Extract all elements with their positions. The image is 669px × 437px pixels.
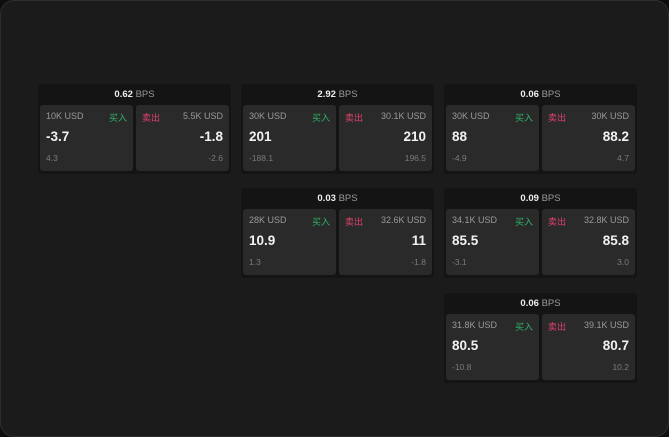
buy-label: 买入 xyxy=(514,322,533,332)
bid-price: 80.5 xyxy=(452,338,479,353)
ask-change: -1.8 xyxy=(411,257,426,267)
sell-label: 卖出 xyxy=(548,322,567,332)
bid-size: 10K USD xyxy=(46,111,84,121)
bid-change: 1.3 xyxy=(249,257,261,267)
bid-price: 85.5 xyxy=(452,233,479,248)
buy-button[interactable]: 10K USD 买入 -3.7 4.3 xyxy=(40,105,133,171)
quote-card: 0.62 BPS 10K USD 买入 -3.7 4.3 卖出 5.5K USD… xyxy=(38,84,231,174)
spread-header: 2.92 BPS xyxy=(241,84,434,105)
bid-size: 30K USD xyxy=(452,111,490,121)
spread-value: 2.92 xyxy=(317,89,336,100)
bid-size: 31.8K USD xyxy=(452,320,498,330)
bid-change: -3.1 xyxy=(452,257,467,267)
bid-change: 4.3 xyxy=(46,153,58,163)
buy-label: 买入 xyxy=(514,217,533,227)
spread-value: 0.62 xyxy=(114,89,133,100)
bid-change: -4.9 xyxy=(452,153,467,163)
bid-price: 10.9 xyxy=(249,233,276,248)
ask-size: 32.8K USD xyxy=(583,215,629,225)
bid-size: 28K USD xyxy=(249,215,287,225)
quote-card: 2.92 BPS 30K USD 买入 201 -188.1 卖出 30.1K … xyxy=(241,84,434,174)
buy-label: 买入 xyxy=(311,113,330,123)
ask-change: -2.6 xyxy=(208,153,223,163)
sell-label: 卖出 xyxy=(142,113,161,123)
spread-header: 0.09 BPS xyxy=(444,188,637,209)
spread-unit: BPS xyxy=(338,193,358,204)
buy-button[interactable]: 31.8K USD 买入 80.5 -10.8 xyxy=(446,314,539,380)
ask-price: 85.8 xyxy=(602,233,629,248)
spread-header: 0.62 BPS xyxy=(38,84,231,105)
sell-label: 卖出 xyxy=(548,217,567,227)
bid-price: 201 xyxy=(249,129,272,144)
ask-price: -1.8 xyxy=(199,129,223,144)
ask-price: 80.7 xyxy=(602,338,629,353)
quote-card: 0.06 BPS 30K USD 买入 88 -4.9 卖出 30K USD 8… xyxy=(444,84,637,174)
quote-card: 0.06 BPS 31.8K USD 买入 80.5 -10.8 卖出 39.1… xyxy=(444,293,637,383)
ask-size: 30.1K USD xyxy=(380,111,426,121)
buy-label: 买入 xyxy=(514,113,533,123)
ask-price: 11 xyxy=(411,233,426,248)
spread-unit: BPS xyxy=(541,89,561,100)
ask-change: 196.5 xyxy=(404,153,426,163)
spread-unit: BPS xyxy=(135,89,155,100)
bid-size: 34.1K USD xyxy=(452,215,498,225)
ask-size: 30K USD xyxy=(591,111,629,121)
quote-card: 0.03 BPS 28K USD 买入 10.9 1.3 卖出 32.6K US… xyxy=(241,188,434,278)
ask-size: 39.1K USD xyxy=(583,320,629,330)
bid-size: 30K USD xyxy=(249,111,287,121)
buy-label: 买入 xyxy=(311,217,330,227)
sell-button[interactable]: 卖出 30K USD 88.2 4.7 xyxy=(542,105,635,171)
quote-card: 0.09 BPS 34.1K USD 买入 85.5 -3.1 卖出 32.8K… xyxy=(444,188,637,278)
buy-button[interactable]: 30K USD 买入 88 -4.9 xyxy=(446,105,539,171)
sell-button[interactable]: 卖出 32.6K USD 11 -1.8 xyxy=(339,209,432,275)
spread-value: 0.06 xyxy=(520,89,539,100)
sell-label: 卖出 xyxy=(345,113,364,123)
sell-button[interactable]: 卖出 5.5K USD -1.8 -2.6 xyxy=(136,105,229,171)
bid-price: -3.7 xyxy=(46,129,70,144)
ask-price: 88.2 xyxy=(602,129,629,144)
ask-change: 3.0 xyxy=(617,257,629,267)
spread-header: 0.03 BPS xyxy=(241,188,434,209)
bid-price: 88 xyxy=(452,129,468,144)
sell-label: 卖出 xyxy=(345,217,364,227)
spread-header: 0.06 BPS xyxy=(444,293,637,314)
bid-change: -188.1 xyxy=(249,153,274,163)
buy-button[interactable]: 30K USD 买入 201 -188.1 xyxy=(243,105,336,171)
ask-price: 210 xyxy=(403,129,426,144)
spread-unit: BPS xyxy=(541,298,561,309)
spread-value: 0.03 xyxy=(317,193,336,204)
spread-header: 0.06 BPS xyxy=(444,84,637,105)
spread-value: 0.06 xyxy=(520,298,539,309)
buy-button[interactable]: 28K USD 买入 10.9 1.3 xyxy=(243,209,336,275)
bid-change: -10.8 xyxy=(452,362,472,372)
spread-value: 0.09 xyxy=(520,193,539,204)
ask-change: 10.2 xyxy=(612,362,629,372)
spread-unit: BPS xyxy=(338,89,358,100)
ask-size: 5.5K USD xyxy=(182,111,223,121)
sell-label: 卖出 xyxy=(548,113,567,123)
buy-button[interactable]: 34.1K USD 买入 85.5 -3.1 xyxy=(446,209,539,275)
sell-button[interactable]: 卖出 30.1K USD 210 196.5 xyxy=(339,105,432,171)
ask-size: 32.6K USD xyxy=(380,215,426,225)
ask-change: 4.7 xyxy=(617,153,629,163)
spread-unit: BPS xyxy=(541,193,561,204)
buy-label: 买入 xyxy=(108,113,127,123)
sell-button[interactable]: 卖出 39.1K USD 80.7 10.2 xyxy=(542,314,635,380)
sell-button[interactable]: 卖出 32.8K USD 85.8 3.0 xyxy=(542,209,635,275)
